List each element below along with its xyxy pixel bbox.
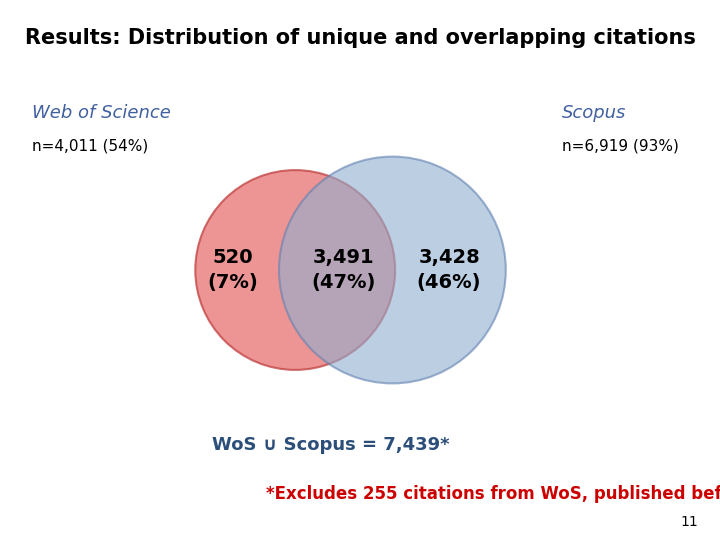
Text: 11: 11 bbox=[680, 515, 698, 529]
Text: WoS ∪ Scopus = 7,439*: WoS ∪ Scopus = 7,439* bbox=[212, 436, 450, 455]
Text: 520
(7%): 520 (7%) bbox=[208, 248, 258, 292]
Text: 3,428
(46%): 3,428 (46%) bbox=[417, 248, 482, 292]
Circle shape bbox=[279, 157, 505, 383]
Text: 3,491
(47%): 3,491 (47%) bbox=[312, 248, 376, 292]
Text: n=4,011 (54%): n=4,011 (54%) bbox=[32, 138, 148, 153]
Text: Scopus: Scopus bbox=[562, 104, 626, 123]
Text: Results: Distribution of unique and overlapping citations: Results: Distribution of unique and over… bbox=[24, 28, 696, 48]
Text: n=6,919 (93%): n=6,919 (93%) bbox=[562, 138, 678, 153]
Text: Web of Science: Web of Science bbox=[32, 104, 171, 123]
Text: *Excludes 255 citations from WoS, published before 1996: *Excludes 255 citations from WoS, publis… bbox=[266, 485, 720, 503]
Circle shape bbox=[195, 170, 395, 370]
